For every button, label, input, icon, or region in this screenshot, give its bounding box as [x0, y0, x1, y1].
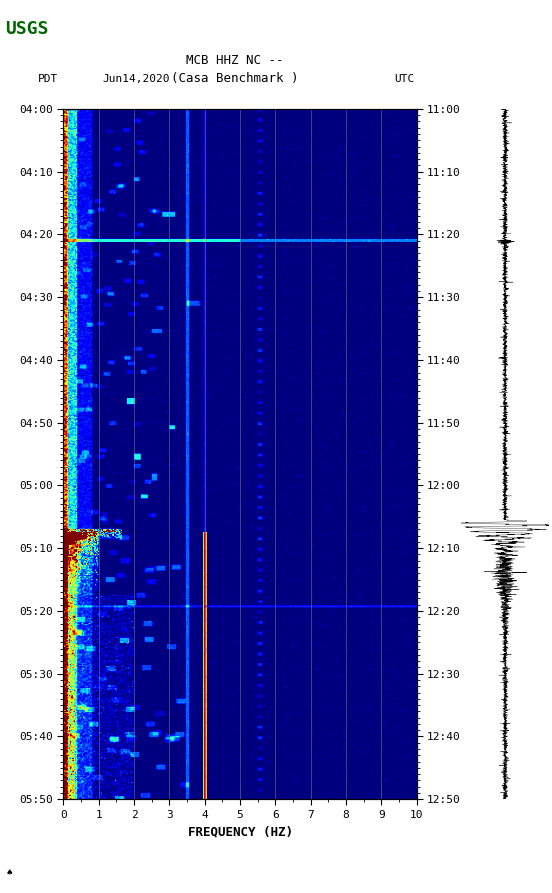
Text: (Casa Benchmark ): (Casa Benchmark ): [171, 72, 298, 85]
X-axis label: FREQUENCY (HZ): FREQUENCY (HZ): [188, 825, 293, 839]
Text: UTC: UTC: [395, 73, 415, 84]
Text: Jun14,2020: Jun14,2020: [102, 73, 169, 84]
Text: ♠: ♠: [6, 868, 13, 877]
Text: MCB HHZ NC --: MCB HHZ NC --: [186, 54, 283, 67]
Text: USGS: USGS: [6, 20, 49, 38]
Text: PDT: PDT: [38, 73, 58, 84]
